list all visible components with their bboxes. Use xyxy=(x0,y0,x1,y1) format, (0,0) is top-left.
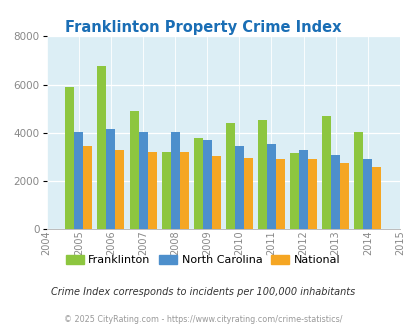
Bar xyxy=(298,150,307,229)
Bar xyxy=(211,156,220,229)
Bar xyxy=(83,146,92,229)
Bar xyxy=(65,87,74,229)
Bar xyxy=(257,119,266,229)
Bar xyxy=(74,132,83,229)
Bar xyxy=(138,132,147,229)
Bar xyxy=(307,159,316,229)
Bar xyxy=(243,158,252,229)
Text: Franklinton Property Crime Index: Franklinton Property Crime Index xyxy=(64,20,341,35)
Legend: Franklinton, North Carolina, National: Franklinton, North Carolina, National xyxy=(66,255,339,265)
Bar xyxy=(179,152,188,229)
Bar xyxy=(339,163,348,229)
Bar xyxy=(234,146,243,229)
Bar xyxy=(161,152,170,229)
Bar xyxy=(290,153,298,229)
Bar xyxy=(266,144,275,229)
Bar xyxy=(225,123,234,229)
Bar xyxy=(193,138,202,229)
Bar xyxy=(147,152,156,229)
Bar xyxy=(170,132,179,229)
Bar xyxy=(106,129,115,229)
Bar xyxy=(354,132,362,229)
Bar xyxy=(330,154,339,229)
Bar xyxy=(97,66,106,229)
Bar xyxy=(371,167,380,229)
Bar xyxy=(202,140,211,229)
Text: © 2025 CityRating.com - https://www.cityrating.com/crime-statistics/: © 2025 CityRating.com - https://www.city… xyxy=(64,315,341,324)
Bar xyxy=(362,159,371,229)
Bar xyxy=(322,116,330,229)
Bar xyxy=(115,150,124,229)
Bar xyxy=(275,159,284,229)
Text: Crime Index corresponds to incidents per 100,000 inhabitants: Crime Index corresponds to incidents per… xyxy=(51,287,354,297)
Bar xyxy=(129,111,138,229)
